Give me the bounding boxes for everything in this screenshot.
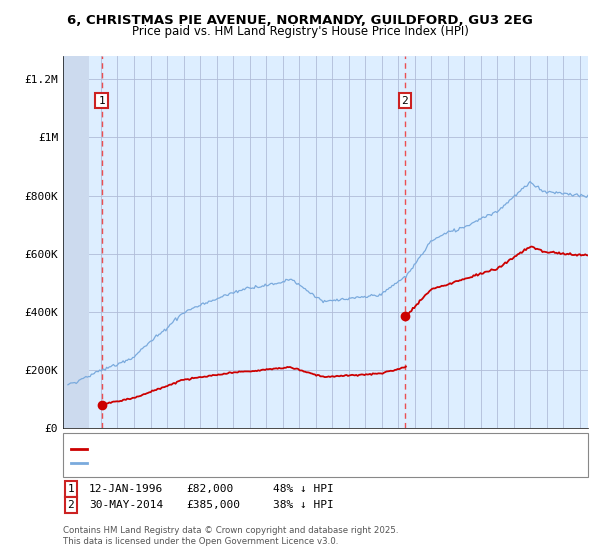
- Text: 1: 1: [67, 484, 74, 494]
- Text: 38% ↓ HPI: 38% ↓ HPI: [273, 500, 334, 510]
- Text: 6, CHRISTMAS PIE AVENUE, NORMANDY, GUILDFORD, GU3 2EG: 6, CHRISTMAS PIE AVENUE, NORMANDY, GUILD…: [67, 14, 533, 27]
- Text: 2: 2: [401, 96, 408, 106]
- Text: 30-MAY-2014: 30-MAY-2014: [89, 500, 163, 510]
- Text: £385,000: £385,000: [186, 500, 240, 510]
- Text: HPI: Average price, detached house, Guildford: HPI: Average price, detached house, Guil…: [90, 458, 355, 468]
- Text: 6, CHRISTMAS PIE AVENUE, NORMANDY, GUILDFORD, GU3 2EG (detached house): 6, CHRISTMAS PIE AVENUE, NORMANDY, GUILD…: [90, 444, 501, 454]
- Text: Contains HM Land Registry data © Crown copyright and database right 2025.
This d: Contains HM Land Registry data © Crown c…: [63, 526, 398, 546]
- Text: 2: 2: [67, 500, 74, 510]
- Text: 48% ↓ HPI: 48% ↓ HPI: [273, 484, 334, 494]
- Text: £82,000: £82,000: [186, 484, 233, 494]
- Text: 1: 1: [98, 96, 105, 106]
- Text: 12-JAN-1996: 12-JAN-1996: [89, 484, 163, 494]
- Text: Price paid vs. HM Land Registry's House Price Index (HPI): Price paid vs. HM Land Registry's House …: [131, 25, 469, 38]
- Bar: [63, 56, 89, 428]
